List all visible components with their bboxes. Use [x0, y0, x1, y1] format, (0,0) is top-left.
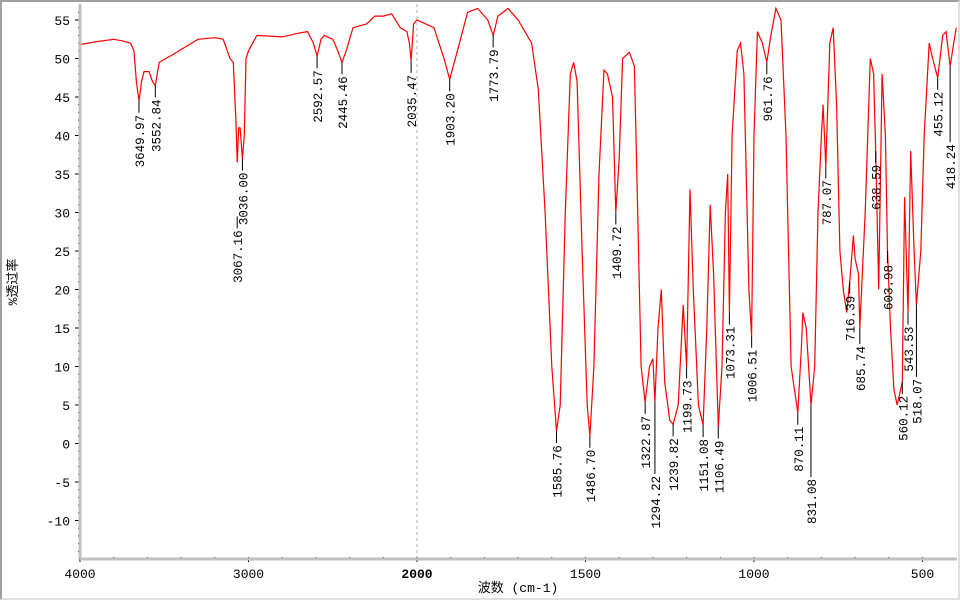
spectrum-line [81, 6, 957, 436]
peak-label: 1409.72 [611, 227, 625, 280]
peak-label: 685.74 [855, 346, 869, 391]
peak-label: 2035.47 [406, 75, 420, 128]
peak-label: 1199.73 [682, 381, 696, 434]
peak-label: 1294.22 [650, 476, 664, 529]
peak-label: 3649.97 [134, 115, 148, 168]
peak-label: 1322.87 [640, 416, 654, 469]
y-tick-label: 30 [54, 207, 70, 222]
y-axis-label: %透过率 [5, 259, 21, 306]
peak-label: 831.08 [806, 479, 820, 524]
x-tick-label: 2000 [401, 567, 432, 582]
y-tick-label: 0 [62, 438, 70, 453]
peak-label: 1239.82 [668, 438, 682, 491]
y-tick-label: 50 [54, 53, 70, 68]
y-tick-label: 25 [54, 245, 70, 260]
peak-label: 1151.08 [698, 439, 712, 492]
y-tick-label: -5 [54, 476, 70, 491]
peak-label: 518.07 [911, 379, 925, 424]
peak-label: 1903.20 [445, 93, 459, 146]
peak-label: 1486.70 [585, 450, 599, 503]
peak-label: 961.76 [762, 76, 776, 121]
y-tick-label: 55 [54, 14, 70, 29]
peak-label: 1106.49 [713, 441, 727, 494]
peak-label: 638.59 [871, 165, 885, 210]
peak-label: 1073.31 [724, 327, 738, 380]
y-tick-label: -10 [47, 515, 70, 530]
peak-label: 455.12 [933, 92, 947, 137]
y-tick-label: 35 [54, 168, 70, 183]
peak-label: 1773.79 [488, 49, 502, 102]
peak-label: 3552.84 [150, 99, 164, 152]
peak-label: 543.53 [903, 327, 917, 372]
peak-label: 418.24 [945, 144, 959, 189]
peak-label: 3036.00 [237, 173, 251, 226]
x-tick-label: 3000 [233, 567, 264, 582]
peak-label: 3067.16 [232, 230, 246, 283]
y-tick-label: 20 [54, 284, 70, 299]
y-tick-label: 10 [54, 361, 70, 376]
peak-label: 1006.51 [747, 350, 761, 403]
peak-label: 603.98 [882, 265, 896, 310]
y-tick-label: 40 [54, 130, 70, 145]
peak-label: 2592.57 [312, 70, 326, 123]
x-tick-label: 1500 [570, 567, 601, 582]
peak-label: 870.11 [793, 427, 807, 472]
peak-label: 1585.76 [552, 445, 566, 498]
peak-label: 2445.46 [337, 76, 351, 129]
y-tick-label: 15 [54, 322, 70, 337]
y-tick-label: 45 [54, 91, 70, 106]
y-tick-label: 5 [62, 399, 70, 414]
x-axis-label: 波数 (cm-1) [478, 581, 559, 596]
x-tick-label: 1000 [738, 567, 769, 582]
x-tick-label: 4000 [64, 567, 95, 582]
x-tick-label: 500 [911, 567, 934, 582]
peak-label: 787.07 [821, 180, 835, 225]
peak-label: 716.39 [845, 296, 859, 341]
peak-label: 560.12 [897, 396, 911, 441]
